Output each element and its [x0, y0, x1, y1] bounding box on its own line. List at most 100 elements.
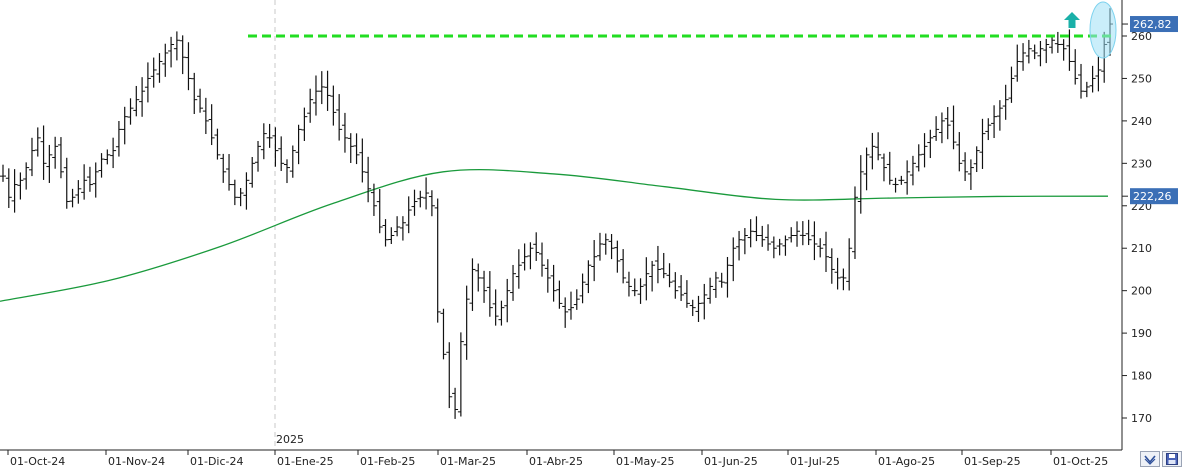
price-bar — [649, 260, 656, 292]
price-bar — [562, 297, 569, 328]
x-tick-label: 01-Abr-25 — [529, 455, 583, 468]
price-bar — [817, 238, 824, 258]
price-bar — [34, 127, 41, 157]
price-bar — [272, 127, 279, 167]
price-bar — [1072, 49, 1079, 85]
price-bar — [63, 157, 70, 209]
price-bar — [504, 278, 511, 323]
price-bar — [92, 162, 99, 198]
price-bar — [944, 107, 951, 140]
zoom-icon-button[interactable] — [1140, 451, 1160, 467]
price-bar — [875, 132, 882, 161]
price-bar — [765, 224, 772, 251]
price-bar — [956, 132, 963, 172]
price-bar — [394, 216, 401, 237]
price-bar — [625, 271, 632, 297]
price-bar — [46, 144, 53, 183]
price-bar — [1008, 66, 1015, 103]
save-icon-button[interactable] — [1162, 451, 1182, 467]
price-bar — [539, 242, 546, 277]
price-bar — [86, 166, 93, 192]
price-bar — [388, 227, 395, 245]
price-bar — [950, 105, 957, 150]
price-bar — [226, 154, 233, 191]
price-bar — [596, 232, 603, 261]
price-bar — [11, 169, 18, 213]
price-bar — [967, 159, 974, 190]
grid-layer: 2025 — [274, 0, 304, 450]
last-price-label: 262,82 — [1133, 18, 1172, 31]
price-bar — [417, 190, 424, 208]
price-bar — [828, 248, 835, 284]
price-bar — [544, 259, 551, 293]
price-bar — [40, 125, 47, 180]
price-bar — [1043, 38, 1050, 64]
price-bar — [133, 85, 140, 117]
price-bar — [237, 187, 244, 207]
price-bar — [730, 237, 737, 282]
price-bar — [654, 245, 661, 284]
price-bar — [643, 257, 650, 301]
price-bar — [985, 118, 992, 141]
price-bar — [185, 42, 192, 91]
price-bar — [307, 88, 314, 123]
price-bar — [1025, 39, 1032, 64]
price-bar — [23, 162, 30, 190]
annotation-layer — [248, 1, 1117, 59]
price-bar — [110, 137, 117, 169]
price-bar — [249, 156, 256, 188]
price-bar — [857, 155, 864, 214]
price-bar — [869, 132, 876, 170]
y-tick-label: 240 — [1131, 115, 1152, 128]
price-bar — [1078, 63, 1085, 99]
x-axis: 01-Oct-24 01-Nov-24 01-Dic-24 01-Ene-25 01-F… — [0, 449, 1122, 468]
year-label: 2025 — [276, 433, 304, 446]
x-tick-label: 01-Feb-25 — [360, 455, 415, 468]
price-bar — [834, 257, 841, 290]
price-bar — [301, 107, 308, 142]
price-bar — [452, 387, 459, 419]
y-axis: 170180190200210220230240250260262,82222,… — [1121, 0, 1178, 450]
price-bar — [214, 128, 221, 160]
price-bar — [840, 268, 847, 291]
price-bar — [295, 124, 302, 165]
price-bar — [996, 100, 1003, 131]
y-tick-label: 210 — [1131, 242, 1152, 255]
y-tick-label: 260 — [1131, 30, 1152, 43]
price-bar — [805, 219, 812, 246]
price-bar — [365, 156, 372, 203]
price-bar — [347, 133, 354, 163]
price-bar — [359, 138, 366, 183]
price-bar — [567, 291, 574, 320]
price-bar — [521, 243, 528, 271]
price-bar — [799, 221, 806, 246]
price-bar — [712, 271, 719, 298]
price-bar — [591, 240, 598, 282]
price-bar — [927, 129, 934, 159]
price-bar — [446, 342, 453, 409]
price-bar — [457, 332, 464, 417]
price-bar — [127, 98, 134, 125]
price-bar — [289, 145, 296, 178]
price-bar — [98, 153, 105, 178]
price-bar — [631, 278, 638, 297]
price-bar — [179, 35, 186, 75]
price-bar — [376, 188, 383, 234]
price-bar — [28, 137, 35, 177]
price-bar — [991, 105, 998, 139]
price-bar — [336, 94, 343, 141]
price-bar — [191, 72, 198, 115]
price-bar — [382, 219, 389, 247]
highlight-ellipse — [1089, 1, 1117, 59]
y-tick-label: 230 — [1131, 157, 1152, 170]
price-bar — [962, 152, 969, 182]
price-bar — [278, 136, 285, 171]
price-bar — [1054, 31, 1061, 53]
x-tick-label: 01-Ago-25 — [878, 455, 935, 468]
price-bar — [811, 221, 818, 261]
y-tick-label: 170 — [1131, 412, 1152, 425]
up-arrow-icon — [1064, 12, 1080, 28]
x-tick-label: 01-Sep-25 — [964, 455, 1021, 468]
price-bar — [121, 106, 128, 145]
moving-average-price-label: 222,26 — [1133, 190, 1172, 203]
